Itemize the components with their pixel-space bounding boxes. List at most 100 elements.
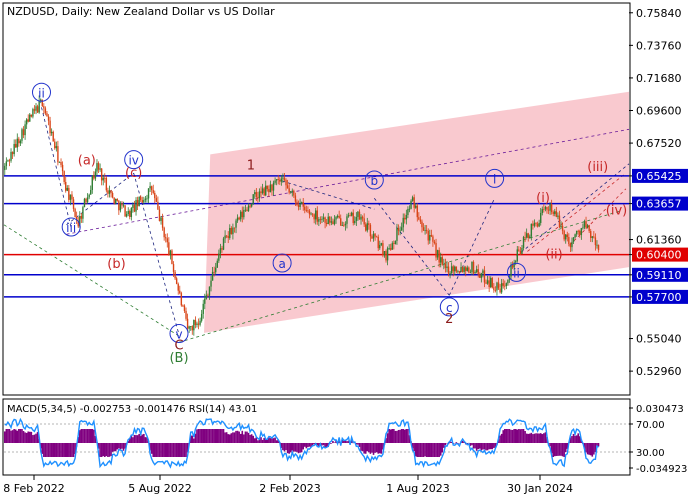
candle-body xyxy=(121,203,123,206)
candle-body xyxy=(408,208,411,210)
candle-body xyxy=(247,205,250,212)
candle-body xyxy=(277,179,279,180)
candle-body xyxy=(547,209,550,211)
wave-label-circle xyxy=(124,150,144,170)
candle-body xyxy=(82,207,84,219)
candle-body xyxy=(324,217,326,223)
candle-body xyxy=(418,217,420,220)
candle-body xyxy=(4,165,6,171)
candle-body xyxy=(308,210,311,215)
wave-label-circle xyxy=(61,217,81,237)
candle-body xyxy=(354,220,356,223)
wave-label-circle xyxy=(439,297,459,317)
candle-body xyxy=(172,264,175,272)
indicator-axis-label: 70.00 xyxy=(636,420,665,431)
candle-body xyxy=(447,266,450,274)
candle-body xyxy=(385,251,387,261)
candle-body xyxy=(468,267,470,273)
candle-body xyxy=(163,227,165,238)
indicator-axis-label: 30.00 xyxy=(636,448,665,459)
price-level-tag-label: 0.57700 xyxy=(636,291,682,304)
candle-body xyxy=(132,204,134,208)
candle-body xyxy=(521,247,523,255)
candle-body xyxy=(410,200,412,209)
candle-body xyxy=(33,109,36,111)
candle-body xyxy=(193,319,195,331)
candle-body xyxy=(315,210,317,220)
y-tick-label: 0.73760 xyxy=(636,39,682,52)
candle-body xyxy=(338,215,340,219)
candle-body xyxy=(460,267,462,273)
candle-body xyxy=(347,215,350,217)
candle-body xyxy=(11,151,14,155)
candle-body xyxy=(340,218,342,226)
candle-body xyxy=(294,195,297,202)
candle-body xyxy=(463,267,465,272)
candle-body xyxy=(186,318,189,329)
y-tick-label: 0.71680 xyxy=(636,72,682,85)
candle-body xyxy=(318,219,320,222)
wave-label: i xyxy=(493,172,496,186)
candle-body xyxy=(416,205,418,218)
candle-body xyxy=(593,236,595,238)
candle-body xyxy=(44,108,47,114)
price-level-tag xyxy=(632,168,688,183)
candle-body xyxy=(446,266,448,269)
candle-body xyxy=(40,99,42,101)
candle-body xyxy=(138,196,140,207)
candle-body xyxy=(191,326,193,331)
candle-body xyxy=(210,280,212,287)
candle-body xyxy=(391,243,393,250)
candle-body xyxy=(590,231,592,238)
candle-body xyxy=(424,230,426,231)
candle-body xyxy=(413,197,415,208)
candle-body xyxy=(261,188,264,194)
candle-body xyxy=(546,206,548,210)
candle-body xyxy=(332,221,334,225)
candle-body xyxy=(149,186,151,189)
candle-body xyxy=(400,227,403,231)
wave-label-circle xyxy=(364,170,384,190)
wave-label: ii xyxy=(513,266,520,280)
candle-body xyxy=(518,249,520,251)
candle-body xyxy=(161,217,164,228)
candle-body xyxy=(296,201,298,206)
price-level-tag xyxy=(632,289,688,304)
wave-label: (c) xyxy=(125,166,142,181)
candle-body xyxy=(66,187,68,191)
candle-body xyxy=(124,205,126,217)
candle-body xyxy=(333,219,336,225)
candle-body xyxy=(85,198,87,203)
candle-body xyxy=(283,177,286,181)
candle-body xyxy=(80,216,83,219)
candle-body xyxy=(350,212,353,216)
candle-body xyxy=(238,217,240,220)
candle-body xyxy=(427,230,429,241)
candle-body xyxy=(469,271,472,273)
indicator-layer: 0.030473 70.00 30.00 -0.034923 xyxy=(3,404,687,475)
candle-body xyxy=(455,266,458,272)
candle-body xyxy=(143,199,145,203)
candle-body xyxy=(36,106,39,113)
candle-body xyxy=(471,261,473,272)
channel-layer xyxy=(204,91,629,333)
candle-body xyxy=(269,184,272,193)
candle-body xyxy=(266,185,268,190)
candle-body xyxy=(190,326,192,328)
candle-body xyxy=(263,188,265,196)
candle-body xyxy=(583,221,586,228)
candle-body xyxy=(394,240,397,244)
candle-body xyxy=(222,238,225,250)
candle-body xyxy=(205,295,208,299)
candle-body xyxy=(169,250,172,255)
candle-body xyxy=(568,237,570,245)
candle-body xyxy=(524,237,526,238)
candle-body xyxy=(93,175,95,179)
candle-body xyxy=(596,244,598,246)
price-level-tag xyxy=(632,267,688,282)
projection-line xyxy=(66,128,630,235)
candle-body xyxy=(18,138,20,144)
candle-body xyxy=(585,221,587,228)
candle-body xyxy=(54,141,56,149)
candle-body xyxy=(572,237,575,242)
